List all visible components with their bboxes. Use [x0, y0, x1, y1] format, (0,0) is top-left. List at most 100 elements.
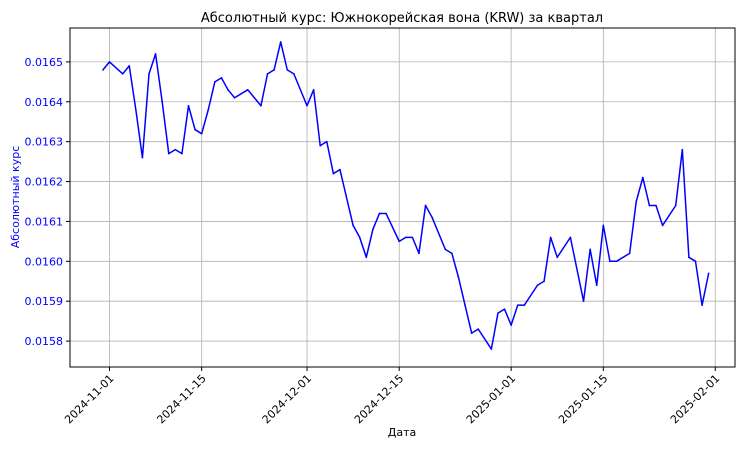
data-point	[148, 73, 150, 75]
chart-title: Абсолютный курс: Южнокорейская вона (KRW…	[201, 11, 603, 26]
x-tick-label: 2024-12-01	[260, 372, 314, 426]
data-point	[207, 108, 210, 111]
series-group	[102, 41, 710, 350]
data-point	[220, 77, 223, 79]
data-point	[135, 108, 137, 111]
data-point	[108, 61, 111, 63]
data-point	[503, 308, 506, 310]
y-tick-label: 0.0158	[25, 335, 64, 348]
data-point	[490, 348, 493, 350]
data-point	[325, 140, 328, 143]
data-point	[556, 256, 559, 259]
y-tick-label: 0.0162	[25, 176, 64, 189]
data-point	[635, 200, 638, 203]
y-axis-label: Абсолютный курс	[9, 146, 22, 249]
x-tick-label: 2024-11-15	[154, 372, 208, 426]
data-point	[615, 260, 618, 263]
data-point	[549, 236, 552, 239]
data-point	[339, 168, 341, 171]
data-point	[273, 69, 275, 71]
data-point	[286, 69, 289, 71]
data-point	[431, 216, 433, 219]
data-point	[358, 236, 361, 239]
data-point	[543, 280, 545, 283]
data-point	[141, 156, 144, 159]
data-point	[365, 256, 368, 259]
data-point	[688, 256, 690, 259]
data-point	[609, 260, 611, 263]
data-point	[306, 104, 308, 107]
data-point	[398, 240, 401, 243]
y-tick-label: 0.0164	[25, 96, 64, 109]
data-point	[582, 300, 585, 302]
data-point	[293, 73, 295, 75]
data-point	[516, 304, 519, 306]
data-point	[681, 148, 684, 151]
y-tick-label: 0.0163	[25, 136, 64, 149]
y-tick-label: 0.0161	[25, 215, 64, 228]
data-point	[595, 284, 598, 287]
data-point	[418, 252, 420, 255]
data-point	[404, 236, 407, 239]
data-point	[464, 304, 466, 306]
data-point	[128, 65, 131, 67]
x-tick-label: 2025-01-15	[556, 372, 610, 426]
data-point	[602, 224, 605, 227]
x-tick-label: 2024-11-01	[62, 372, 116, 426]
x-tick-label: 2024-12-15	[352, 372, 406, 426]
data-point	[312, 89, 315, 91]
data-point	[694, 260, 697, 263]
data-point	[411, 236, 414, 239]
data-point	[352, 224, 354, 227]
data-point	[674, 204, 677, 207]
data-point	[181, 152, 183, 155]
series-line	[102, 41, 710, 350]
x-tick-label: 2025-01-01	[464, 372, 518, 426]
data-point	[187, 104, 190, 107]
data-point	[661, 224, 664, 227]
data-point	[332, 172, 335, 175]
data-point	[121, 73, 124, 75]
data-point	[536, 284, 539, 287]
data-point	[227, 89, 229, 91]
data-point	[701, 304, 703, 306]
data-point	[497, 312, 499, 314]
data-point	[154, 53, 157, 55]
data-point	[378, 212, 381, 215]
data-point	[655, 204, 657, 207]
data-point	[167, 152, 170, 155]
data-point	[628, 252, 631, 255]
data-point	[194, 128, 196, 131]
x-tick-label: 2025-02-01	[668, 372, 722, 426]
plot-area-frame	[69, 27, 736, 368]
y-axis: 0.0158 0.0159 0.0160 0.0161 0.0162 0.0163 0.01…	[25, 56, 70, 348]
data-point	[233, 96, 236, 99]
data-point	[470, 332, 473, 334]
data-point	[246, 89, 249, 91]
data-point	[569, 236, 572, 239]
data-point	[200, 132, 203, 135]
data-point	[642, 176, 644, 179]
data-point	[174, 148, 177, 151]
data-point	[477, 328, 480, 330]
data-point	[102, 69, 104, 71]
data-point	[589, 248, 591, 251]
data-point	[457, 276, 460, 279]
data-point	[648, 204, 651, 207]
x-axis: 2024-11-01 2024-11-15 2024-12-01 2024-12-15…	[62, 367, 722, 426]
data-point	[451, 252, 453, 255]
data-point	[279, 41, 282, 43]
data-point	[319, 144, 322, 147]
y-tick-label: 0.0160	[25, 255, 64, 268]
y-tick-label: 0.0159	[25, 295, 64, 308]
x-axis-label: Дата	[388, 426, 416, 439]
data-point	[523, 304, 526, 306]
data-point	[161, 100, 163, 103]
y-tick-label: 0.0165	[25, 56, 64, 69]
data-point	[385, 212, 387, 215]
data-point	[444, 248, 447, 251]
grid	[70, 28, 735, 367]
data-point	[372, 228, 374, 231]
data-point	[707, 272, 710, 275]
